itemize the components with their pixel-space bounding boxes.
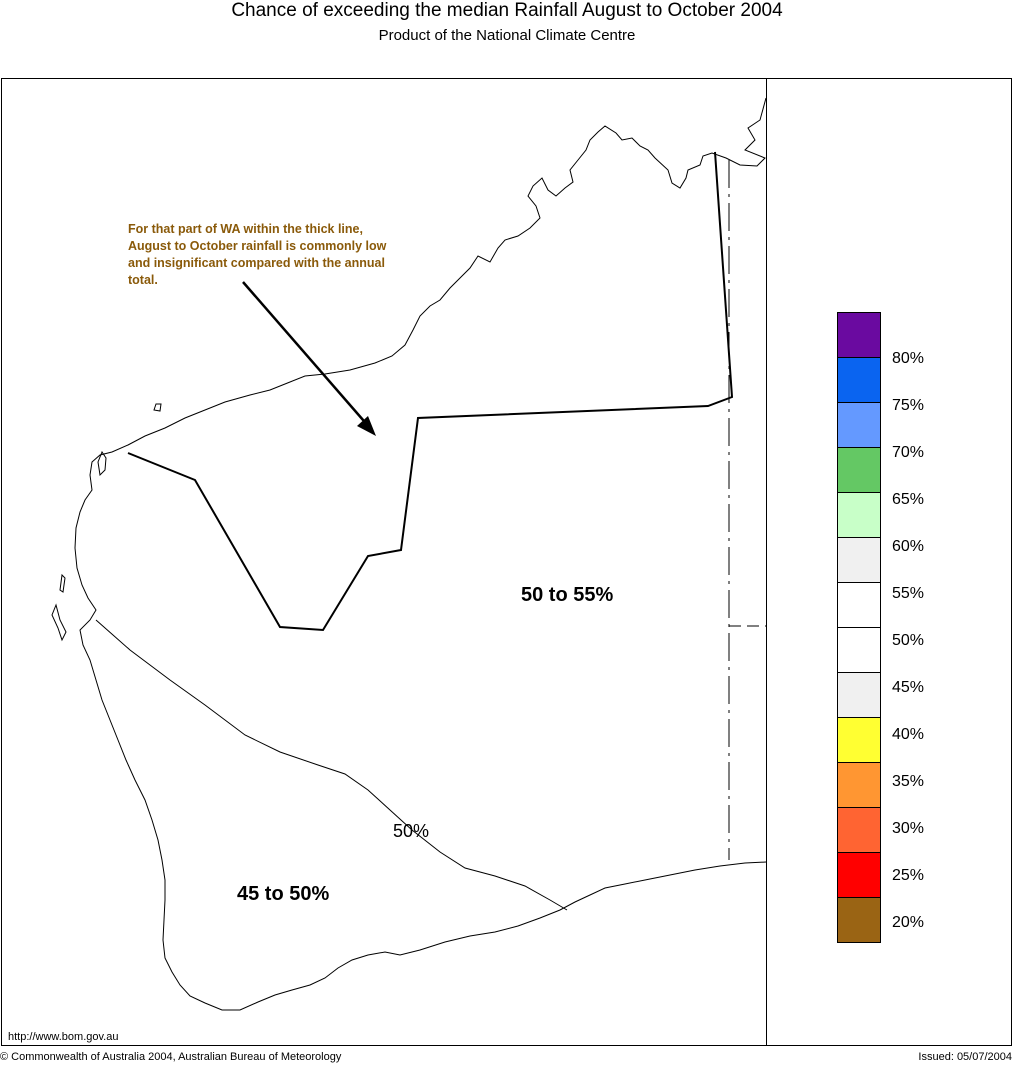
legend-swatch	[837, 537, 881, 583]
legend-swatch	[837, 852, 881, 898]
legend-label: 20%	[892, 914, 925, 931]
legend-swatch	[837, 672, 881, 718]
legend-label: 30%	[892, 820, 925, 837]
legend-swatch	[837, 492, 881, 538]
legend-label: 25%	[892, 867, 925, 884]
legend-label: 75%	[892, 397, 925, 414]
legend-swatch	[837, 357, 881, 403]
legend-swatch	[837, 447, 881, 493]
annotation-note: For that part of WA within the thick lin…	[128, 222, 387, 287]
region-label-north: 50 to 55%	[521, 584, 614, 606]
legend-swatch	[837, 312, 881, 358]
legend-label: 40%	[892, 726, 925, 743]
map-frame	[1, 78, 1012, 1046]
legend-swatch	[837, 402, 881, 448]
map-title: Chance of exceeding the median Rainfall …	[231, 0, 783, 21]
coastline	[74, 97, 767, 1011]
contour-50	[95, 619, 568, 911]
contour-label: 50%	[393, 821, 430, 841]
legend-label: 45%	[892, 679, 925, 696]
legend-swatch	[837, 627, 881, 673]
legend-label: 60%	[892, 538, 925, 555]
legend-swatch	[837, 582, 881, 628]
legend-label: 70%	[892, 444, 925, 461]
colour-legend	[837, 312, 881, 943]
issued-date: Issued: 05/07/2004	[918, 1051, 1012, 1063]
legend-swatch	[837, 897, 881, 943]
annotation-arrow	[242, 281, 371, 429]
dry-season-boundary	[127, 151, 734, 632]
legend-divider	[766, 78, 767, 1046]
legend-label: 35%	[892, 773, 925, 790]
legend-label: 80%	[892, 350, 925, 367]
website-url[interactable]: http://www.bom.gov.au	[8, 1031, 119, 1043]
legend-swatch	[837, 807, 881, 853]
legend-label: 50%	[892, 632, 925, 649]
legend-swatch	[837, 717, 881, 763]
copyright-notice: © Commonwealth of Australia 2004, Austra…	[0, 1051, 342, 1063]
map-subtitle: Product of the National Climate Centre	[378, 27, 636, 44]
arrow-head	[357, 416, 376, 436]
legend-swatch	[837, 762, 881, 808]
legend-label: 65%	[892, 491, 925, 508]
legend-label: 55%	[892, 585, 925, 602]
region-label-south: 45 to 50%	[237, 883, 330, 905]
